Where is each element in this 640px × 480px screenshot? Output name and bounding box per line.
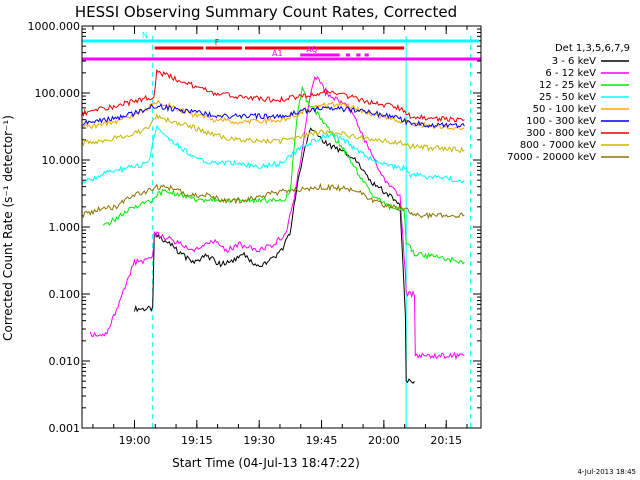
legend-title: Det 1,3,5,6,7,9 (555, 43, 630, 54)
legend-label: 800 - 7000 keV (520, 140, 596, 151)
legend-label: 12 - 25 keV (539, 80, 596, 91)
x-tick-label: 19:30 (243, 434, 275, 447)
y-tick-label: 10.000 (42, 154, 81, 167)
x-tick-label: 19:45 (306, 434, 338, 447)
x-axis-label: Start Time (04-Jul-13 18:47:22) (172, 456, 360, 470)
timestamp: 4-Jul-2013 18:45 (577, 468, 636, 476)
series-line (81, 112, 465, 154)
legend-label: 25 - 50 keV (539, 92, 596, 103)
y-tick-label: 0.001 (49, 422, 81, 435)
series-line (81, 99, 465, 131)
flag-label: F (215, 38, 220, 47)
y-tick-label: 0.010 (49, 355, 81, 368)
flag-label: AQ (306, 45, 318, 54)
x-tick-label: 19:00 (119, 434, 151, 447)
x-tick-label: 20:15 (430, 434, 462, 447)
legend-label: 100 - 300 keV (526, 116, 596, 127)
y-axis-label: Corrected Count Rate (s⁻¹ detector⁻¹) (1, 115, 15, 341)
x-tick-label: 20:00 (368, 434, 400, 447)
x-tick-label: 19:15 (181, 434, 213, 447)
legend-label: 3 - 6 keV (552, 56, 596, 67)
series-line (81, 68, 465, 123)
plot-frame (81, 25, 482, 429)
series-line (81, 103, 465, 129)
flag-label: A1 (272, 49, 283, 58)
series-line (89, 75, 465, 361)
legend-label: 50 - 100 keV (533, 104, 597, 115)
y-tick-label: 1.000 (49, 221, 81, 234)
series-line (81, 182, 465, 220)
legend-label: 7000 - 20000 keV (507, 152, 596, 163)
series-line (102, 85, 465, 265)
legend-label: 6 - 12 keV (545, 68, 596, 79)
y-tick-label: 1000.000 (28, 20, 81, 33)
series-line (81, 124, 465, 185)
legend-label: 300 - 800 keV (526, 128, 596, 139)
y-tick-label: 100.000 (35, 87, 81, 100)
y-tick-label: 0.100 (49, 288, 81, 301)
series-line (133, 127, 415, 384)
flag-label: N (142, 31, 148, 40)
chart-title: HESSI Observing Summary Count Rates, Cor… (75, 3, 457, 21)
